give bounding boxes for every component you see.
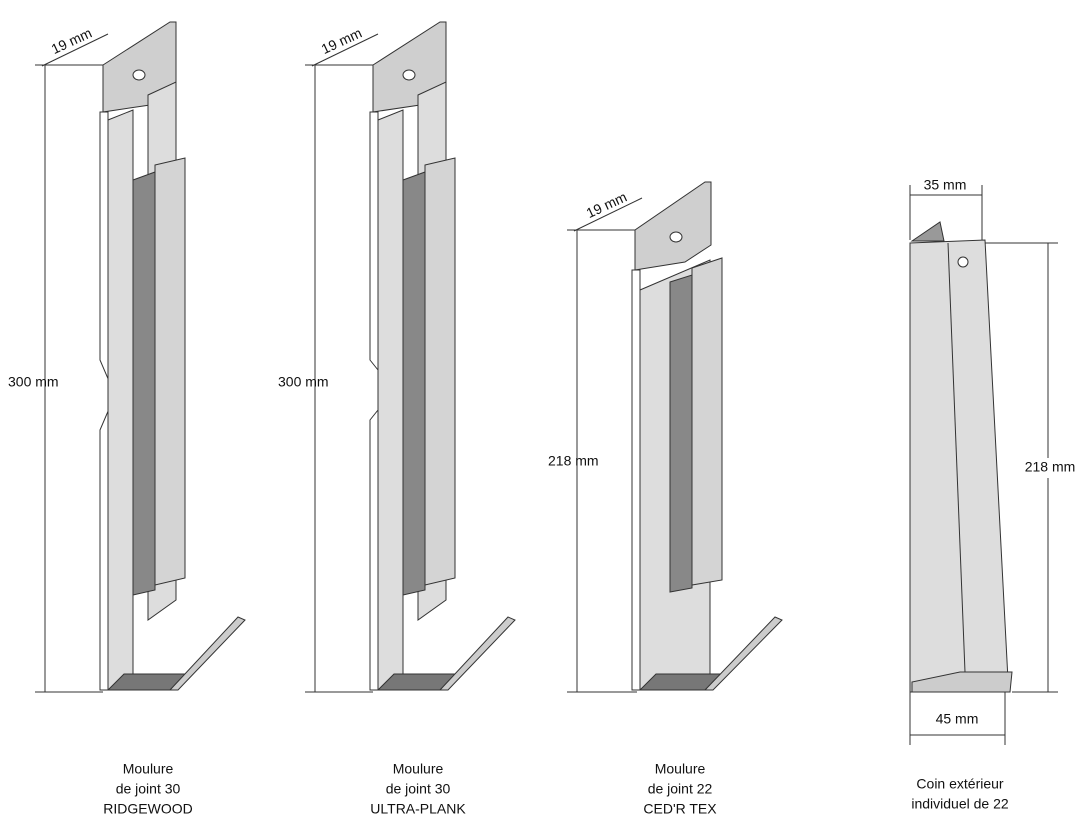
flange [691, 257, 723, 586]
bottom-width-label: 45 mm [936, 711, 979, 727]
top-width-label: 35 mm [924, 177, 967, 193]
channel [402, 171, 426, 596]
top-flap [910, 221, 945, 242]
dim-line [573, 197, 643, 232]
height-label: 218 mm [548, 453, 599, 469]
molding-2: 218 mm 19 mm Moulure de joint 22 CED'R T… [548, 181, 783, 817]
channel [132, 171, 156, 596]
width-label: 19 mm [584, 189, 630, 222]
corner: 35 mm 218 mm 45 mm Coin extérieur indivi… [909, 177, 1085, 812]
height-label: 300 mm [8, 374, 59, 390]
caption: Moulure [393, 761, 444, 777]
flange [154, 157, 186, 586]
strip [107, 109, 134, 691]
lip [168, 616, 246, 691]
hole [132, 69, 146, 81]
lip [438, 616, 516, 691]
caption: Coin extérieur [916, 776, 1003, 792]
caption: de joint 22 [648, 781, 713, 797]
caption: CED'R TEX [643, 801, 717, 817]
molding-1: 300 mm 19 mm Moulure de joint 30 ULTRA-P… [278, 21, 516, 817]
caption: individuel de 22 [911, 796, 1009, 812]
hole [669, 231, 683, 243]
edge [369, 111, 379, 691]
height-label: 218 mm [1025, 459, 1076, 475]
dim-line [311, 33, 379, 67]
molding-0: 300 mm 19 mm Moulure de joint 30 RIDGEWO… [8, 21, 246, 817]
lip [703, 616, 783, 691]
caption: de joint 30 [386, 781, 451, 797]
caption: Moulure [655, 761, 706, 777]
edge [631, 269, 641, 691]
corner-body [909, 239, 1011, 693]
caption: de joint 30 [116, 781, 181, 797]
channel [669, 274, 693, 593]
hole [957, 256, 969, 268]
strip [377, 109, 404, 691]
caption: Moulure [123, 761, 174, 777]
hole [402, 69, 416, 81]
top-flap [634, 181, 712, 271]
caption: ULTRA-PLANK [370, 801, 466, 817]
height-label: 300 mm [278, 374, 329, 390]
label-bg [1015, 458, 1085, 478]
dim-line [41, 33, 109, 67]
caption: RIDGEWOOD [103, 801, 192, 817]
flange [424, 157, 456, 586]
floor [911, 671, 1013, 693]
fold-line [947, 242, 966, 673]
